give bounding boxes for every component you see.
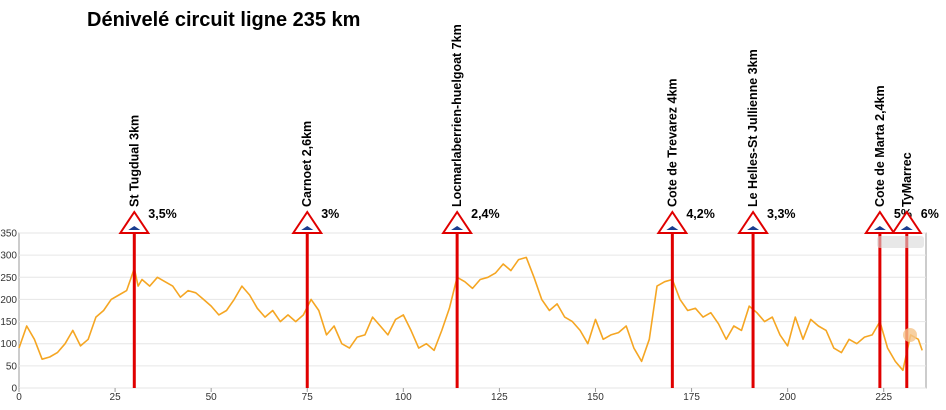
climb-peak-icon — [451, 226, 464, 230]
y-tick-label: 150 — [0, 317, 17, 328]
y-tick-label: 0 — [11, 384, 17, 395]
climb-label: Le Helles-St Jullienne 3km — [746, 49, 760, 207]
climb-peak-icon — [128, 226, 141, 230]
y-tick-label: 50 — [6, 361, 18, 372]
climb-triangle — [291, 210, 324, 234]
climb-grade: 6% — [921, 207, 939, 221]
y-tick-label: 350 — [0, 229, 17, 240]
climb-triangle — [864, 210, 896, 234]
climb-label: St Tugdual 3km — [127, 115, 141, 207]
climb-grade: 3,3% — [767, 207, 796, 221]
plot-frame — [18, 232, 927, 389]
elevation-line — [18, 256, 923, 372]
climb-label: TyMarrec — [900, 152, 914, 207]
x-tick-label: 50 — [206, 392, 218, 403]
x-tick-label: 175 — [683, 392, 700, 403]
x-tick-label: 0 — [16, 392, 22, 403]
climb-grade: 2,4% — [471, 207, 500, 221]
climb-marker: Le Helles-St Jullienne 3km 3,3% — [737, 49, 796, 388]
climb-label: Cote de Trevarez 4km — [665, 78, 679, 207]
climb-triangle — [890, 210, 923, 234]
climb-triangle — [656, 210, 689, 234]
series-altitude — [18, 256, 923, 372]
y-tick-label: 200 — [0, 295, 17, 306]
climb-marker: Locmarlaberrien-huelgoat 7km 2,4% — [441, 24, 500, 388]
climb-grade: 3% — [321, 207, 339, 221]
chart-title: Dénivelé circuit ligne 235 km — [87, 9, 360, 31]
climb-grade: 3,5% — [148, 207, 177, 221]
x-axis: 0 25 50 75 100 125 150 175 200 225 — [16, 388, 893, 403]
x-tick-label: 125 — [491, 392, 508, 403]
climb-peak-icon — [900, 226, 913, 230]
climb-peak-icon — [873, 226, 886, 230]
x-tick-label: 150 — [587, 392, 604, 403]
climb-triangle — [118, 210, 151, 234]
climb-grade: 4,2% — [686, 207, 715, 221]
x-tick-label: 75 — [302, 392, 314, 403]
x-tick-label: 225 — [875, 392, 892, 403]
x-tick-label: 25 — [110, 392, 122, 403]
climb-label: Carnoet 2,6km — [300, 121, 314, 207]
climb-triangle — [737, 210, 769, 234]
climb-marker: Cote de Trevarez 4km 4,2% — [656, 78, 715, 388]
y-tick-label: 250 — [0, 273, 17, 284]
climb-marker: TyMarrec 6% — [890, 152, 939, 388]
climb-triangle — [441, 210, 473, 234]
y-tick-label: 300 — [0, 251, 17, 262]
climb-label: Locmarlaberrien-huelgoat 7km — [450, 24, 464, 207]
climb-peak-icon — [301, 226, 314, 230]
climb-marker: Carnoet 2,6km 3% — [291, 121, 339, 388]
climb-marker: St Tugdual 3km 3,5% — [118, 115, 177, 388]
climb-peak-icon — [747, 226, 760, 230]
y-tick-label: 100 — [0, 339, 17, 350]
x-tick-label: 100 — [395, 392, 412, 403]
grid — [19, 232, 926, 389]
y-axis: 0 50 100 150 200 250 300 350 — [0, 229, 17, 395]
climb-markers: St Tugdual 3km 3,5% Carnoet 2,6km 3% Locmarl… — [118, 24, 939, 388]
climb-label: Cote de Marta 2,4km — [873, 85, 887, 207]
end-marker — [877, 236, 924, 342]
climb-peak-icon — [666, 226, 679, 230]
x-tick-label: 200 — [779, 392, 796, 403]
